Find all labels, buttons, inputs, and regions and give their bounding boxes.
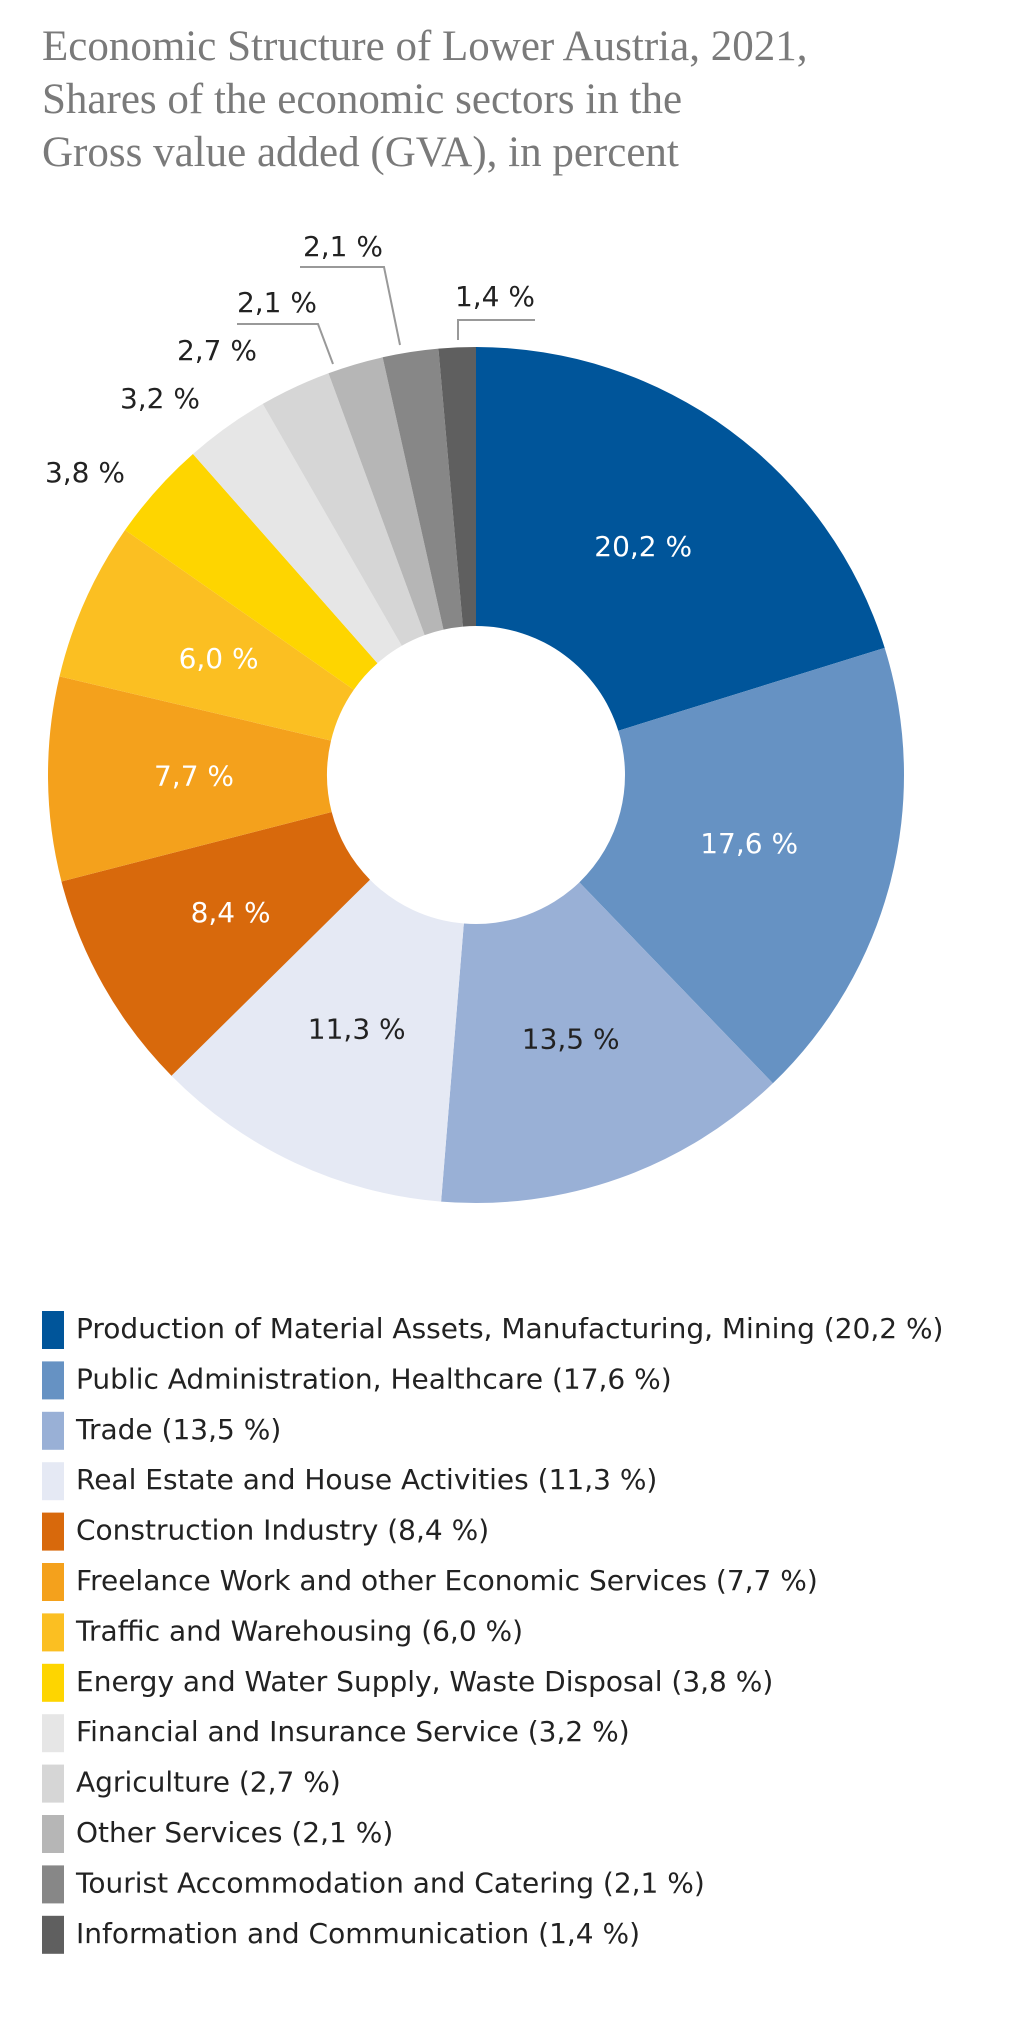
legend-swatch [42,1411,64,1450]
slice [192,403,402,664]
slice [438,347,476,627]
legend-swatch [42,1361,64,1400]
legend-label: Financial and Insurance Service (3,2 %) [76,1715,630,1748]
slice [171,879,464,1202]
legend-label: Energy and Water Supply, Waste Disposal … [76,1665,773,1698]
slice [262,373,425,646]
legend-swatch [42,1311,64,1349]
legend-label: Real Estate and House Activities (11,3 %… [76,1463,657,1496]
slice [125,453,378,690]
data-label: 11,3 % [308,1013,406,1046]
slice [59,529,354,741]
data-label: 2,1 % [237,286,317,319]
chart-title: Economic Structure of Lower Austria, 202… [42,23,807,70]
data-label: 17,6 % [700,827,798,860]
legend-label: Construction Industry (8,4 %) [76,1514,489,1547]
legend-label: Public Administration, Healthcare (17,6 … [76,1362,672,1395]
legend-swatch [42,1563,64,1601]
legend-swatch [42,1865,64,1904]
slice [48,676,332,882]
legend-swatch [42,1915,64,1954]
data-label: 2,1 % [303,230,383,263]
data-label: 20,2 % [594,530,692,563]
legend-swatch [42,1663,64,1702]
legend-label: Agriculture (2,7 %) [76,1766,341,1799]
slice [441,882,773,1203]
legend-swatch [42,1512,64,1551]
data-label: 2,7 % [177,334,257,367]
data-label: 8,4 % [191,896,271,929]
legend-label: Information and Communication (1,4 %) [76,1917,640,1950]
legend-label: Other Services (2,1 %) [76,1816,393,1849]
data-label: 1,4 % [455,280,535,313]
slice [382,348,463,630]
legend-label: Production of Material Assets, Manufactu… [76,1312,943,1345]
legend-swatch [42,1714,64,1753]
legend-swatch [42,1462,64,1501]
slice [476,347,885,731]
data-label: 3,8 % [45,456,125,489]
data-label: 13,5 % [522,1023,620,1056]
data-label: 6,0 % [179,642,259,675]
chart-title: Gross value added (GVA), in percent [42,129,679,176]
slice [61,812,370,1076]
legend-swatch [42,1815,64,1853]
legend-label: Trade (13,5 %) [75,1413,281,1446]
slice [579,647,904,1084]
leader-line [237,323,334,365]
data-label: 7,7 % [154,760,234,793]
legend-swatch [42,1613,64,1652]
legend-label: Traffic and Warehousing (6,0 %) [75,1614,523,1647]
legend-swatch [42,1764,64,1803]
chart-title: Shares of the economic sectors in the [42,76,682,123]
data-label: 3,2 % [120,382,200,415]
leader-line [457,319,535,340]
legend-label: Freelance Work and other Economic Servic… [76,1564,818,1597]
slice [328,357,444,636]
legend-label: Tourist Accommodation and Catering (2,1 … [75,1866,705,1899]
leader-line [300,266,401,346]
